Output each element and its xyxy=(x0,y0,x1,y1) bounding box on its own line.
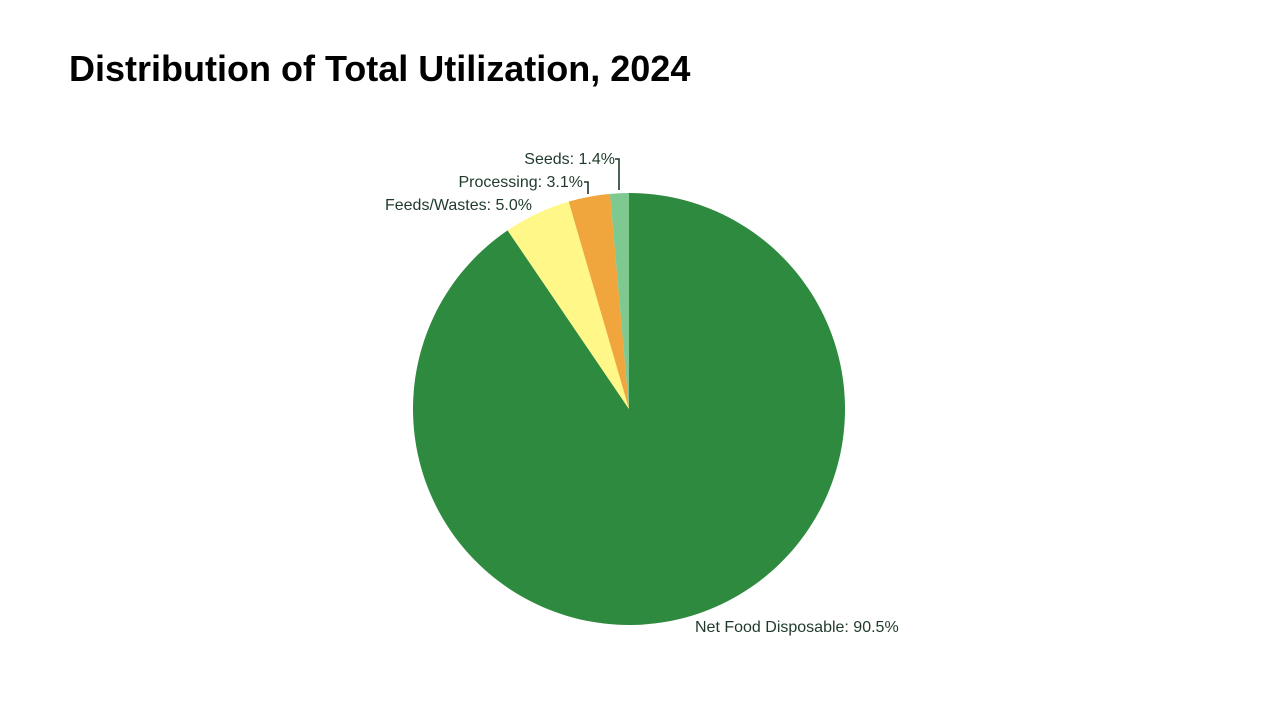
leader-line-processing xyxy=(584,181,589,194)
pie-slice-seeds xyxy=(610,193,629,409)
pie-slice-feeds-wastes xyxy=(507,201,629,409)
slide-title: Distribution of Total Utilization, 2024 xyxy=(69,48,691,89)
slice-label-seeds: Seeds: 1.4% xyxy=(524,151,615,168)
pie-slice-processing xyxy=(568,193,629,409)
leader-line-seeds xyxy=(615,158,620,190)
slice-label-processing: Processing: 3.1% xyxy=(458,174,583,191)
pie-slice-net-food-disposable xyxy=(412,193,845,625)
slice-label-feeds-wastes: Feeds/Wastes: 5.0% xyxy=(385,197,532,214)
slice-label-net-food-disposable: Net Food Disposable: 90.5% xyxy=(695,619,899,636)
